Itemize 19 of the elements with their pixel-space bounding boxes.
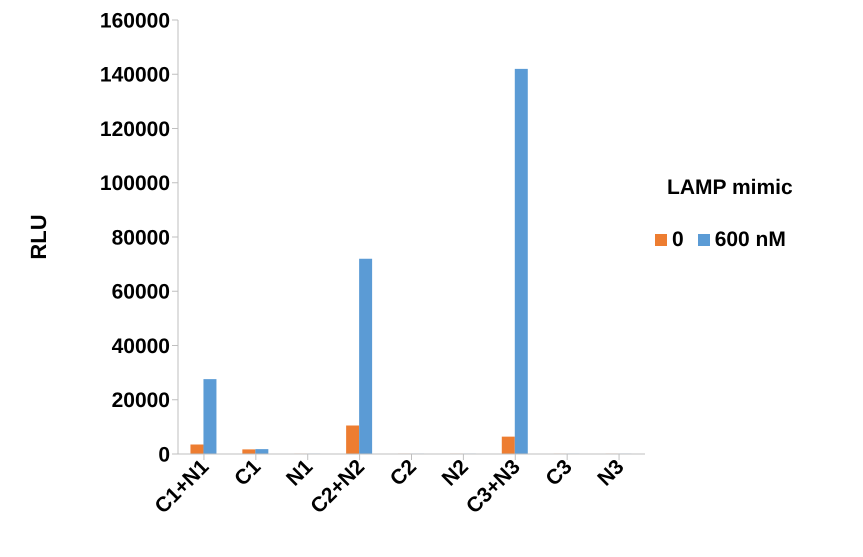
x-tick-label: C1 (230, 455, 266, 491)
y-tick-label: 140000 (100, 64, 170, 87)
y-tick-label: 100000 (100, 172, 170, 196)
x-tick-label: C2 (386, 455, 422, 491)
x-tick-label: N1 (282, 455, 318, 491)
y-tick-label: 60000 (112, 280, 170, 304)
legend-title: LAMP mimic (667, 176, 794, 200)
legend-label: 0 (672, 228, 684, 252)
y-tick-label: 160000 (100, 9, 170, 32)
y-axis-title: RLU (26, 214, 51, 260)
x-tick-label: N3 (593, 455, 629, 491)
y-tick-label: 80000 (112, 226, 170, 250)
y-tick-label: 20000 (112, 389, 170, 412)
x-tick-label: N2 (438, 455, 473, 491)
y-tick-label: 40000 (112, 334, 170, 358)
y-tick-label: 0 (158, 443, 170, 466)
x-tick-label: C3 (541, 455, 577, 491)
y-tick-label: 120000 (100, 118, 170, 141)
legend-label: 600 nM (714, 228, 786, 252)
